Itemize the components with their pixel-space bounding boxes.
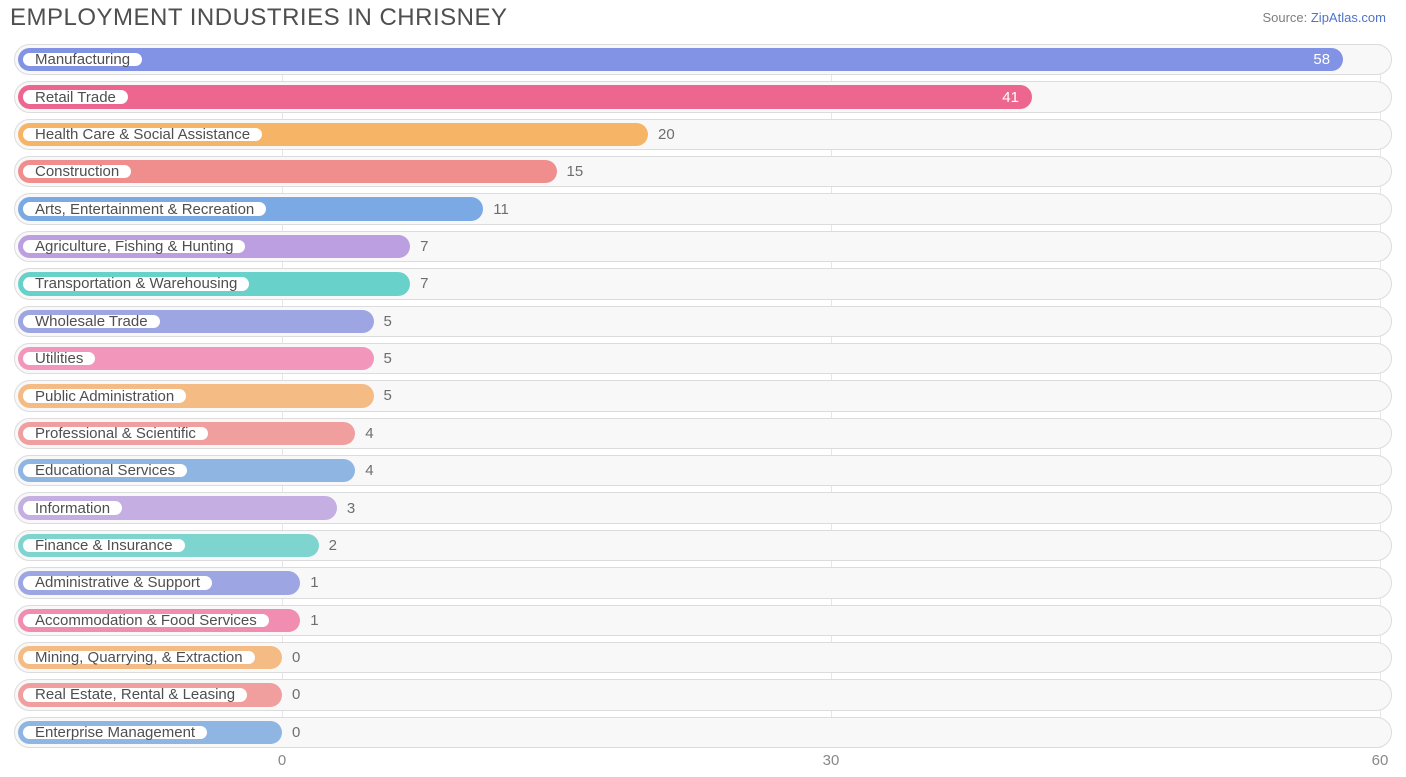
source-link[interactable]: ZipAtlas.com bbox=[1311, 10, 1386, 25]
value-label: 58 bbox=[1313, 44, 1330, 75]
bar-row: Information 3 bbox=[14, 492, 1392, 523]
value-label: 0 bbox=[292, 642, 300, 673]
value-label: 7 bbox=[420, 268, 428, 299]
value-label: 1 bbox=[310, 605, 318, 636]
value-label: 1 bbox=[310, 567, 318, 598]
bar-row: Administrative & Support 1 bbox=[14, 567, 1392, 598]
value-label: 4 bbox=[365, 418, 373, 449]
category-label: Wholesale Trade bbox=[22, 314, 161, 329]
category-label: Arts, Entertainment & Recreation bbox=[22, 201, 267, 216]
bar-row: Agriculture, Fishing & Hunting 7 bbox=[14, 231, 1392, 262]
value-label: 0 bbox=[292, 717, 300, 748]
plot-area: 03060Manufacturing58Retail Trade41Health… bbox=[0, 44, 1406, 748]
value-label: 5 bbox=[384, 306, 392, 337]
category-label: Mining, Quarrying, & Extraction bbox=[22, 650, 256, 665]
value-label: 3 bbox=[347, 492, 355, 523]
value-label: 0 bbox=[292, 679, 300, 710]
bar-row: Utilities 5 bbox=[14, 343, 1392, 374]
bar-row: Professional & Scientific 4 bbox=[14, 418, 1392, 449]
bar-fill bbox=[18, 85, 1032, 108]
bar-row: Enterprise Management 0 bbox=[14, 717, 1392, 748]
category-label: Transportation & Warehousing bbox=[22, 276, 250, 291]
x-axis-tick-label: 30 bbox=[823, 752, 840, 769]
x-axis-tick-label: 0 bbox=[278, 752, 286, 769]
category-label: Manufacturing bbox=[22, 52, 143, 67]
bar-row: Educational Services 4 bbox=[14, 455, 1392, 486]
bar-row: Retail Trade 41 bbox=[14, 81, 1392, 112]
source-prefix: Source: bbox=[1262, 10, 1310, 25]
category-label: Educational Services bbox=[22, 463, 188, 478]
value-label: 15 bbox=[567, 156, 584, 187]
category-label: Utilities bbox=[22, 351, 96, 366]
category-label: Real Estate, Rental & Leasing bbox=[22, 687, 248, 702]
value-label: 5 bbox=[384, 343, 392, 374]
bar-row: Real Estate, Rental & Leasing 0 bbox=[14, 679, 1392, 710]
category-label: Administrative & Support bbox=[22, 575, 213, 590]
bar-row: Manufacturing 58 bbox=[14, 44, 1392, 75]
value-label: 7 bbox=[420, 231, 428, 262]
chart-title: EMPLOYMENT INDUSTRIES IN CHRISNEY bbox=[10, 4, 507, 32]
x-axis-tick-label: 60 bbox=[1372, 752, 1389, 769]
category-label: Agriculture, Fishing & Hunting bbox=[22, 239, 246, 254]
value-label: 20 bbox=[658, 119, 675, 150]
bar-row: Construction 15 bbox=[14, 156, 1392, 187]
category-label: Public Administration bbox=[22, 388, 187, 403]
value-label: 4 bbox=[365, 455, 373, 486]
bar-row: Finance & Insurance 2 bbox=[14, 530, 1392, 561]
value-label: 11 bbox=[493, 193, 509, 224]
category-label: Retail Trade bbox=[22, 89, 129, 104]
value-label: 41 bbox=[1002, 81, 1019, 112]
category-label: Health Care & Social Assistance bbox=[22, 127, 263, 142]
value-label: 2 bbox=[329, 530, 337, 561]
category-label: Finance & Insurance bbox=[22, 538, 186, 553]
category-label: Construction bbox=[22, 164, 132, 179]
bar-fill bbox=[18, 48, 1343, 71]
bar-row: Arts, Entertainment & Recreation 11 bbox=[14, 193, 1392, 224]
category-label: Accommodation & Food Services bbox=[22, 613, 270, 628]
bar-row: Mining, Quarrying, & Extraction 0 bbox=[14, 642, 1392, 673]
value-label: 5 bbox=[384, 380, 392, 411]
bar-row: Wholesale Trade 5 bbox=[14, 306, 1392, 337]
category-label: Information bbox=[22, 500, 123, 515]
chart-container: EMPLOYMENT INDUSTRIES IN CHRISNEY Source… bbox=[0, 0, 1406, 777]
bar-row: Public Administration 5 bbox=[14, 380, 1392, 411]
category-label: Enterprise Management bbox=[22, 725, 208, 740]
bar-row: Transportation & Warehousing 7 bbox=[14, 268, 1392, 299]
chart-source: Source: ZipAtlas.com bbox=[1262, 10, 1386, 25]
category-label: Professional & Scientific bbox=[22, 426, 209, 441]
bar-row: Accommodation & Food Services 1 bbox=[14, 605, 1392, 636]
bar-row: Health Care & Social Assistance 20 bbox=[14, 119, 1392, 150]
